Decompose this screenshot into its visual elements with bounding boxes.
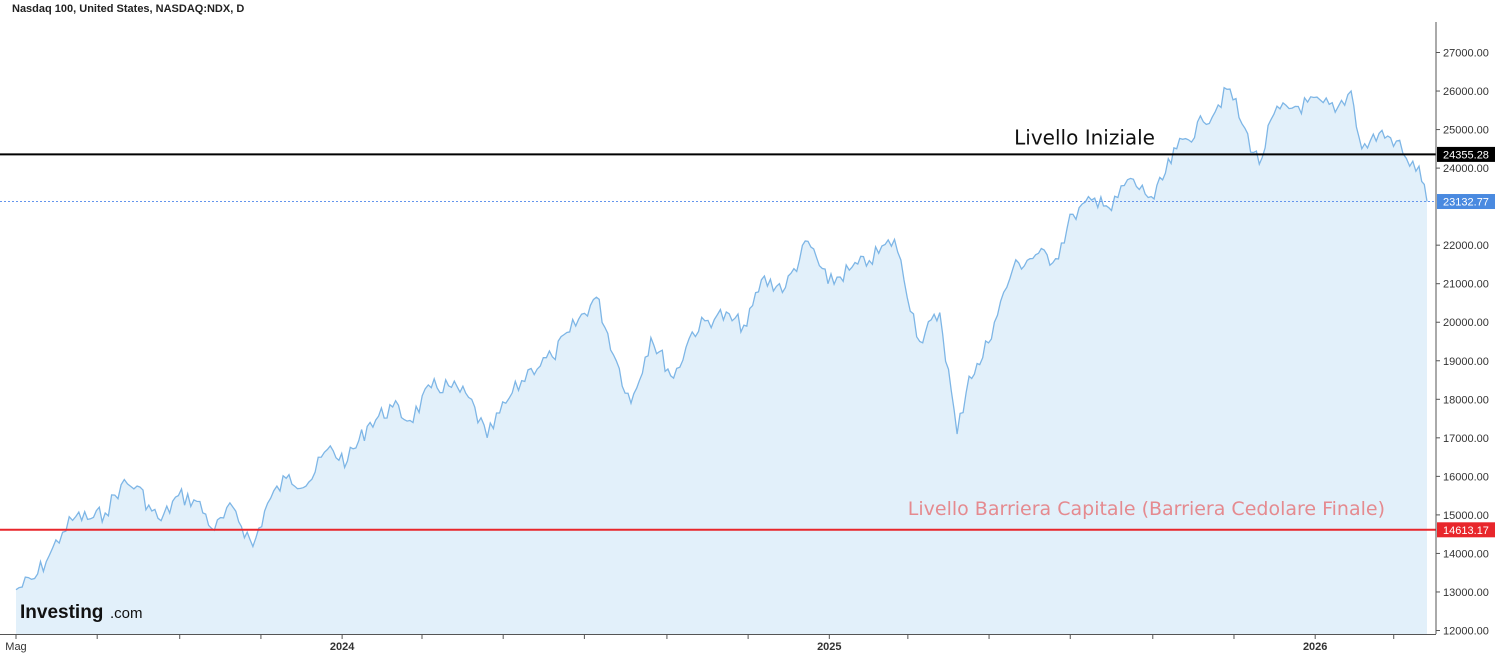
price-tag-label-1: 23132.77 (1443, 197, 1489, 209)
x-tick-label: 2024 (330, 641, 355, 653)
x-tick-label: 2026 (1303, 641, 1327, 653)
x-tick-label: 2025 (817, 641, 841, 653)
y-tick-label: 16000.00 (1443, 471, 1489, 483)
y-tick-label: 20000.00 (1443, 317, 1489, 329)
price-line (15, 86, 1428, 591)
price-tag-bg-2 (1437, 522, 1495, 538)
y-axis: 27000.00 26000.00 25000.00 24000.00 22000.00… (1435, 22, 1489, 638)
price-tags-layer: 24355.28 23132.77 14613.17 (1437, 146, 1495, 538)
price-tag-label-2: 14613.17 (1443, 525, 1489, 537)
logo-sub-text: .com (110, 605, 143, 622)
price-area-layer (15, 86, 1428, 634)
y-tick-label: 27000.00 (1443, 48, 1489, 60)
y-tick-label: 12000.00 (1443, 626, 1489, 638)
y-tick-label: 24000.00 (1443, 163, 1489, 175)
price-area-fill (16, 87, 1427, 634)
chart-title: Nasdaq 100, United States, NASDAQ:NDX, D (12, 3, 244, 15)
y-tick-label: 14000.00 (1443, 548, 1489, 560)
investing-logo: Investing .com (20, 602, 143, 623)
horizontal-lines-layer: Livello Iniziale Livello Barriera Capital… (0, 125, 1436, 531)
initial-level-annotation: Livello Iniziale (1014, 125, 1155, 149)
price-tag-bg-0 (1437, 146, 1495, 162)
y-tick-label: 17000.00 (1443, 433, 1489, 445)
y-tick-label: 18000.00 (1443, 394, 1489, 406)
barrier-level-annotation: Livello Barriera Capitale (Barriera Cedo… (908, 498, 1385, 520)
price-tag-bg-1 (1437, 194, 1495, 210)
x-axis: Mag 2024 2025 2026 (0, 634, 1436, 653)
y-tick-label: 19000.00 (1443, 356, 1489, 368)
y-tick-label: 26000.00 (1443, 86, 1489, 98)
price-tag-label-0: 24355.28 (1443, 149, 1489, 161)
y-tick-label: 25000.00 (1443, 125, 1489, 137)
x-tick-label: Mag (5, 641, 26, 653)
logo-main-text: Investing (20, 602, 103, 623)
y-tick-label: 13000.00 (1443, 587, 1489, 599)
y-tick-label: 15000.00 (1443, 510, 1489, 522)
y-tick-label: 21000.00 (1443, 279, 1489, 291)
y-tick-label: 22000.00 (1443, 240, 1489, 252)
